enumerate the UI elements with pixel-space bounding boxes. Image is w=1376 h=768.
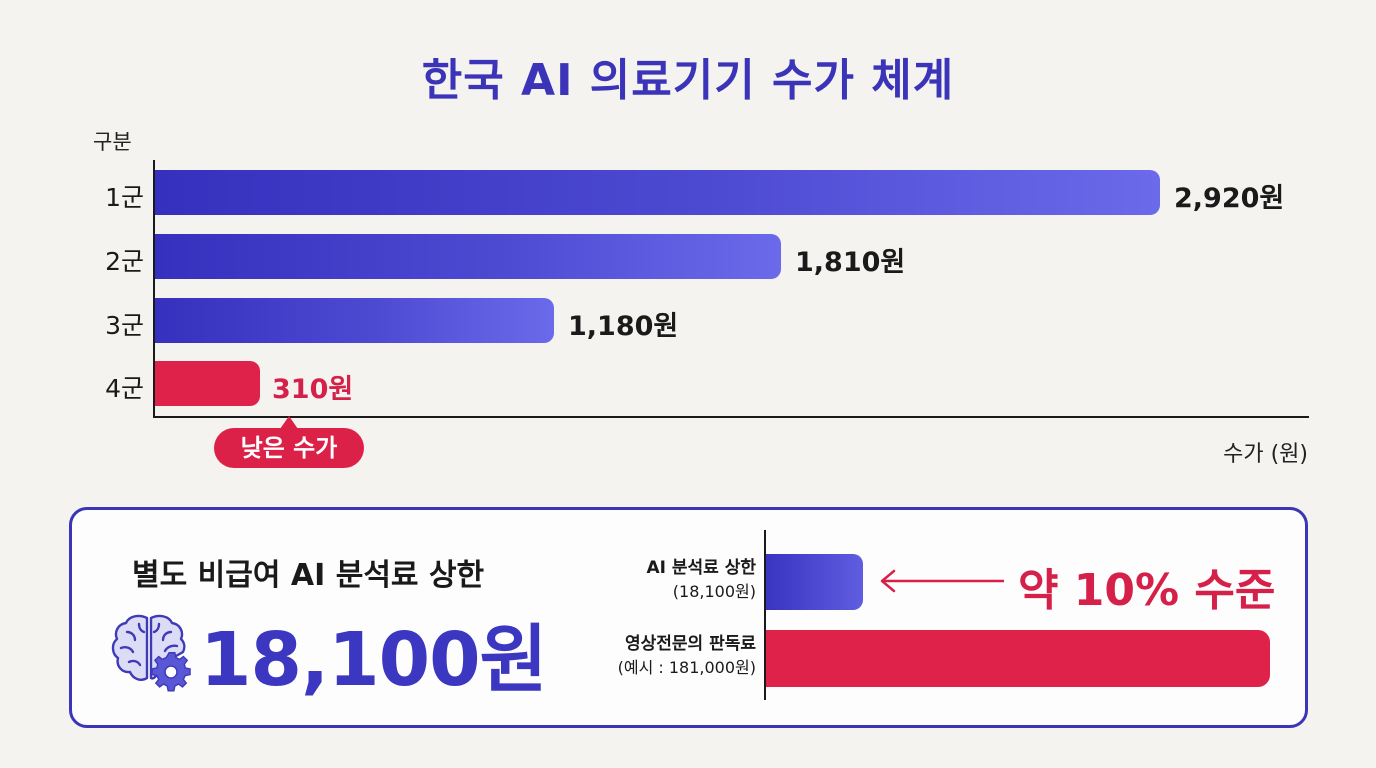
bar-2	[155, 234, 781, 279]
value-label-2: 1,810원	[795, 247, 906, 278]
chart-title: 한국 AI 의료기기 수가 체계	[421, 55, 955, 106]
value-label-1: 2,920원	[1174, 183, 1285, 214]
category-label-3: 3군	[105, 311, 144, 340]
comparison-label-radiologist-sub: (예시 : 181,000원)	[617, 658, 756, 677]
panel-heading: 별도 비급여 AI 분석료 상한	[132, 558, 485, 593]
comparison-label-radiologist: 영상전문의 판독료 (예시 : 181,000원)	[492, 632, 756, 680]
brain-gear-icon	[111, 614, 191, 692]
bar-4	[155, 361, 260, 406]
comparison-bar-radiologist	[766, 630, 1270, 687]
category-label-1: 1군	[105, 183, 144, 212]
value-label-3: 1,180원	[568, 311, 679, 342]
y-axis-line	[153, 160, 155, 418]
comparison-label-ai-main: AI 분석료 상한	[646, 558, 756, 578]
low-fee-callout: 낮은 수가	[214, 416, 364, 468]
x-axis-line	[153, 416, 1309, 418]
comparison-bar-ai	[766, 554, 863, 610]
comparison-label-ai: AI 분석료 상한 (18,100원)	[492, 556, 756, 604]
comparison-label-ai-sub: (18,100원)	[672, 582, 756, 601]
summary-panel: 별도 비급여 AI 분석료 상한 18,100원 AI 분석료 상한 (18,1…	[69, 507, 1308, 728]
comparison-label-radiologist-main: 영상전문의 판독료	[624, 634, 756, 654]
ai-fee-cap-value: 18,100원	[200, 617, 548, 703]
arrow-left-icon	[880, 569, 1004, 593]
comparison-axis	[764, 530, 766, 700]
bar-1	[155, 170, 1160, 215]
category-label-4: 4군	[105, 374, 144, 403]
percentage-annotation: 약 10% 수준	[1018, 565, 1276, 616]
value-label-4: 310원	[272, 374, 354, 405]
y-axis-title: 구분	[93, 130, 132, 154]
bar-3	[155, 298, 554, 343]
x-axis-title: 수가 (원)	[1223, 442, 1308, 467]
category-label-2: 2군	[105, 247, 144, 276]
